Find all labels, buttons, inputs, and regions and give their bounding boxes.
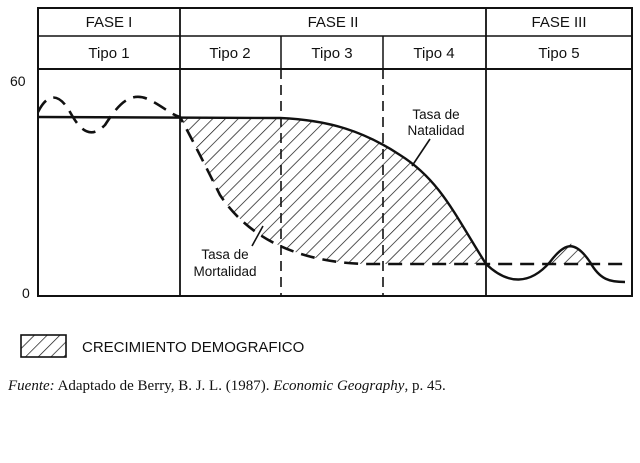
type-3-label: Tipo 3 xyxy=(311,45,352,62)
axis-top-value: 60 xyxy=(10,73,26,89)
birth-rate-label-line2: Natalidad xyxy=(407,123,464,138)
legend-label: CRECIMIENTO DEMOGRAFICO xyxy=(82,339,304,356)
death-rate-label-line1: Tasa de xyxy=(201,247,248,262)
type-4-label: Tipo 4 xyxy=(413,45,454,62)
type-1-label: Tipo 1 xyxy=(88,45,129,62)
growth-area-small xyxy=(547,242,590,264)
source-citation: Fuente: Adaptado de Berry, B. J. L. (198… xyxy=(7,378,446,394)
phase-1-label: FASE I xyxy=(86,14,133,31)
diagram-frame xyxy=(37,7,633,297)
birth-rate-pointer xyxy=(411,138,431,167)
source-title: Economic Geography xyxy=(272,378,405,394)
source-prefix: Fuente: xyxy=(7,378,55,394)
source-suffix: , p. 45. xyxy=(404,378,445,394)
death-rate-line xyxy=(38,95,628,266)
birth-rate-label-line1: Tasa de xyxy=(412,107,459,122)
axis-bottom-value: 0 xyxy=(22,285,30,301)
death-rate-label-line2: Mortalidad xyxy=(193,264,256,279)
birth-rate-line xyxy=(38,115,626,284)
type-5-label: Tipo 5 xyxy=(538,45,579,62)
legend-swatch xyxy=(20,334,67,358)
death-rate-pointer xyxy=(251,225,264,247)
source-text: Adaptado de Berry, B. J. L. (1987). xyxy=(55,378,274,394)
growth-area-main xyxy=(180,117,486,264)
phase-3-label: FASE III xyxy=(531,14,586,31)
type-2-label: Tipo 2 xyxy=(209,45,250,62)
phase-2-label: FASE II xyxy=(308,14,359,31)
